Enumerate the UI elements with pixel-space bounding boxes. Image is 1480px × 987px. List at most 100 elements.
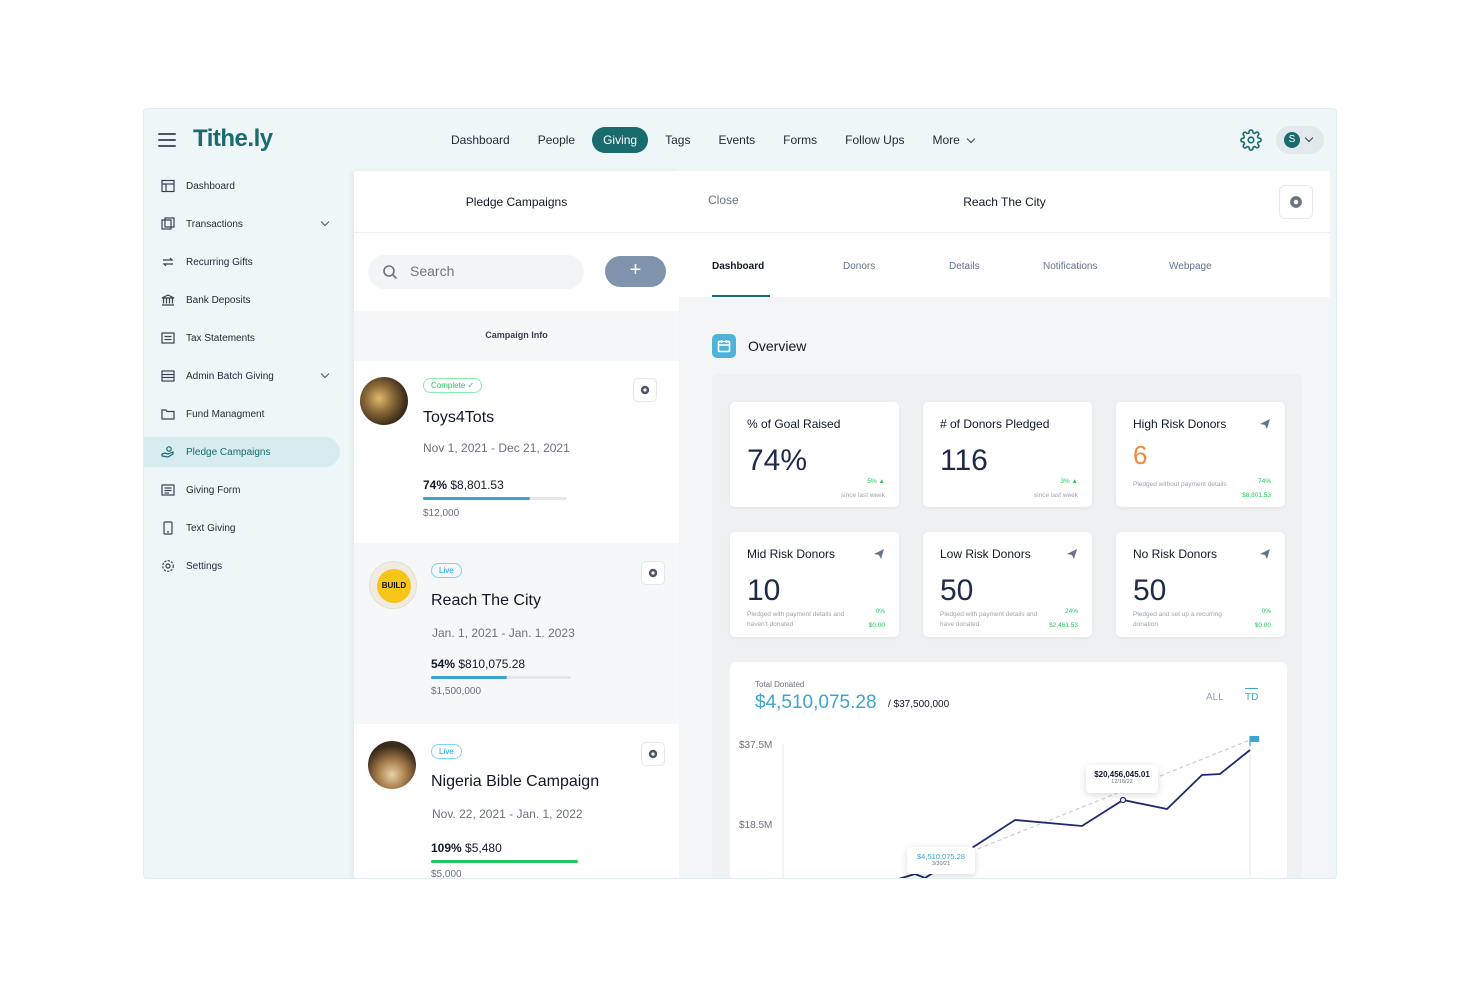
tab-webpage[interactable]: Webpage	[1169, 261, 1212, 272]
topnav-people[interactable]: People	[537, 133, 576, 147]
sidebar-item-bank-deposits[interactable]: Bank Deposits	[144, 285, 340, 315]
tab-dashboard[interactable]: Dashboard	[712, 261, 765, 272]
stat-value: 74%	[747, 444, 808, 477]
user-menu[interactable]: S	[1276, 126, 1324, 154]
sidebar-item-admin-batch-giving[interactable]: Admin Batch Giving	[144, 361, 340, 391]
overview-title: Overview	[748, 338, 807, 354]
detail-settings-button[interactable]	[1279, 185, 1313, 219]
sidebar-item-label: Tax Statements	[186, 332, 255, 344]
send-icon[interactable]	[873, 548, 885, 560]
topnav-events[interactable]: Events	[718, 133, 756, 147]
form-icon	[161, 483, 175, 497]
sidebar-item-giving-form[interactable]: Giving Form	[144, 475, 340, 505]
stat-sub: since last week	[1033, 492, 1078, 499]
tooltip-value: $4,510,075.28	[917, 852, 965, 861]
topnav-forms[interactable]: Forms	[783, 133, 818, 147]
tab-details[interactable]: Details	[949, 261, 980, 272]
close-button[interactable]: Close	[708, 193, 739, 207]
total-goal: / $37,500,000	[888, 699, 950, 710]
chevron-down-icon	[966, 134, 976, 144]
campaign-name: Toys4Tots	[423, 409, 495, 426]
layout-icon	[161, 179, 175, 193]
sidebar-item-label: Fund Managment	[186, 408, 265, 420]
send-icon[interactable]	[1259, 418, 1271, 430]
campaign-settings-button[interactable]	[633, 378, 657, 402]
campaign-info-header: Campaign Info	[485, 330, 548, 340]
sidebar-item-dashboard[interactable]: Dashboard	[144, 171, 340, 201]
sidebar-item-fund-management[interactable]: Fund Managment	[144, 399, 340, 429]
sidebar-item-text-giving[interactable]: Text Giving	[144, 513, 340, 543]
add-campaign-button[interactable]: +	[605, 256, 666, 287]
y-tick-label: $18.5M	[739, 820, 773, 831]
campaign-progress-bar	[423, 497, 567, 500]
range-all-button[interactable]: ALL	[1206, 692, 1224, 703]
app-logo[interactable]: Tithe.ly	[193, 125, 273, 152]
stat-mid-risk: Mid Risk Donors 10 Pledged with payment …	[730, 532, 899, 637]
send-icon[interactable]	[1259, 548, 1271, 560]
status-badge: Live	[431, 744, 462, 759]
sidebar-item-recurring-gifts[interactable]: Recurring Gifts	[144, 247, 340, 277]
stat-pct: 74%	[1257, 478, 1271, 485]
stat-note: Pledged with payment details and have do…	[940, 611, 1038, 628]
settings-gear-icon[interactable]	[1240, 129, 1262, 151]
hamburger-menu-icon[interactable]	[158, 133, 176, 147]
campaign-percent: 54%	[431, 657, 456, 671]
stat-value: 6	[1133, 440, 1148, 470]
sidebar-item-label: Admin Batch Giving	[186, 370, 274, 382]
search-icon	[383, 265, 398, 280]
campaign-card-reach-the-city[interactable]: BUILD Live Reach The City Jan. 1, 2021 -…	[354, 543, 679, 724]
topnav-tags[interactable]: Tags	[665, 133, 691, 147]
campaign-raised: $5,480	[465, 841, 502, 855]
campaign-progress-text: 54% $810,075.28	[431, 657, 525, 671]
batch-icon	[161, 369, 175, 383]
campaign-settings-button[interactable]	[641, 742, 665, 766]
campaign-percent: 109%	[431, 841, 462, 855]
campaign-card-nigeria-bible[interactable]: Live Nigeria Bible Campaign Nov. 22, 202…	[354, 724, 679, 878]
chevron-down-icon[interactable]	[320, 369, 330, 379]
gear-icon	[640, 385, 650, 395]
campaign-card-toys4tots[interactable]: Complete ✓ Toys4Tots Nov 1, 2021 - Dec 2…	[354, 361, 679, 543]
stat-delta: 5% ▲	[867, 478, 885, 485]
campaign-name: Nigeria Bible Campaign	[431, 773, 600, 790]
pledge-icon	[161, 445, 175, 459]
stat-label: Mid Risk Donors	[747, 547, 836, 561]
topnav-giving[interactable]: Giving	[592, 127, 649, 153]
campaign-settings-button[interactable]	[641, 561, 665, 585]
stat-delta: 3% ▲	[1060, 478, 1078, 485]
top-nav: Dashboard People Giving Tags Events Form…	[440, 127, 991, 153]
detail-title: Reach The City	[963, 195, 1046, 209]
sidebar-item-transactions[interactable]: Transactions	[144, 209, 340, 239]
topnav-dashboard[interactable]: Dashboard	[451, 133, 510, 147]
stat-value: 50	[940, 574, 974, 607]
search-row: +	[354, 233, 679, 311]
topnav-more-label: More	[932, 133, 960, 147]
sidebar-item-settings[interactable]: Settings	[144, 551, 340, 581]
stat-label: Low Risk Donors	[940, 547, 1031, 561]
range-td-button[interactable]: TD	[1245, 688, 1259, 703]
stat-sub: since last week	[840, 492, 885, 499]
sidebar-item-tax-statements[interactable]: Tax Statements	[144, 323, 340, 353]
campaign-detail-panel: Close Reach The City Dashboard Donors De…	[679, 171, 1330, 878]
sidebar-item-pledge-campaigns[interactable]: Pledge Campaigns	[144, 437, 340, 467]
topnav-follow-ups[interactable]: Follow Ups	[845, 133, 905, 147]
search-box[interactable]	[368, 255, 584, 289]
stat-note: Pledged and set up a recurring donation	[1133, 611, 1222, 628]
search-input[interactable]	[410, 263, 570, 279]
tooltip-value: $20,456,045.01	[1094, 770, 1150, 779]
sidebar-item-label: Dashboard	[186, 180, 235, 192]
sidebar-item-label: Giving Form	[186, 484, 241, 496]
gear-icon	[648, 568, 658, 578]
tab-notifications[interactable]: Notifications	[1043, 261, 1098, 272]
donation-series-line	[898, 749, 1251, 878]
bank-icon	[161, 293, 175, 307]
chevron-down-icon[interactable]	[320, 217, 330, 227]
campaign-image	[360, 377, 408, 425]
topnav-more[interactable]: More	[922, 127, 985, 153]
stat-donors-pledged: # of Donors Pledged 116 3% ▲ since last …	[923, 402, 1092, 507]
campaign-raised: $8,801.53	[450, 478, 504, 492]
send-icon[interactable]	[1066, 548, 1078, 560]
tab-donors[interactable]: Donors	[843, 261, 876, 272]
stat-label: % of Goal Raised	[747, 417, 841, 431]
build-logo: BUILD	[377, 569, 411, 603]
folder-icon	[161, 407, 175, 421]
